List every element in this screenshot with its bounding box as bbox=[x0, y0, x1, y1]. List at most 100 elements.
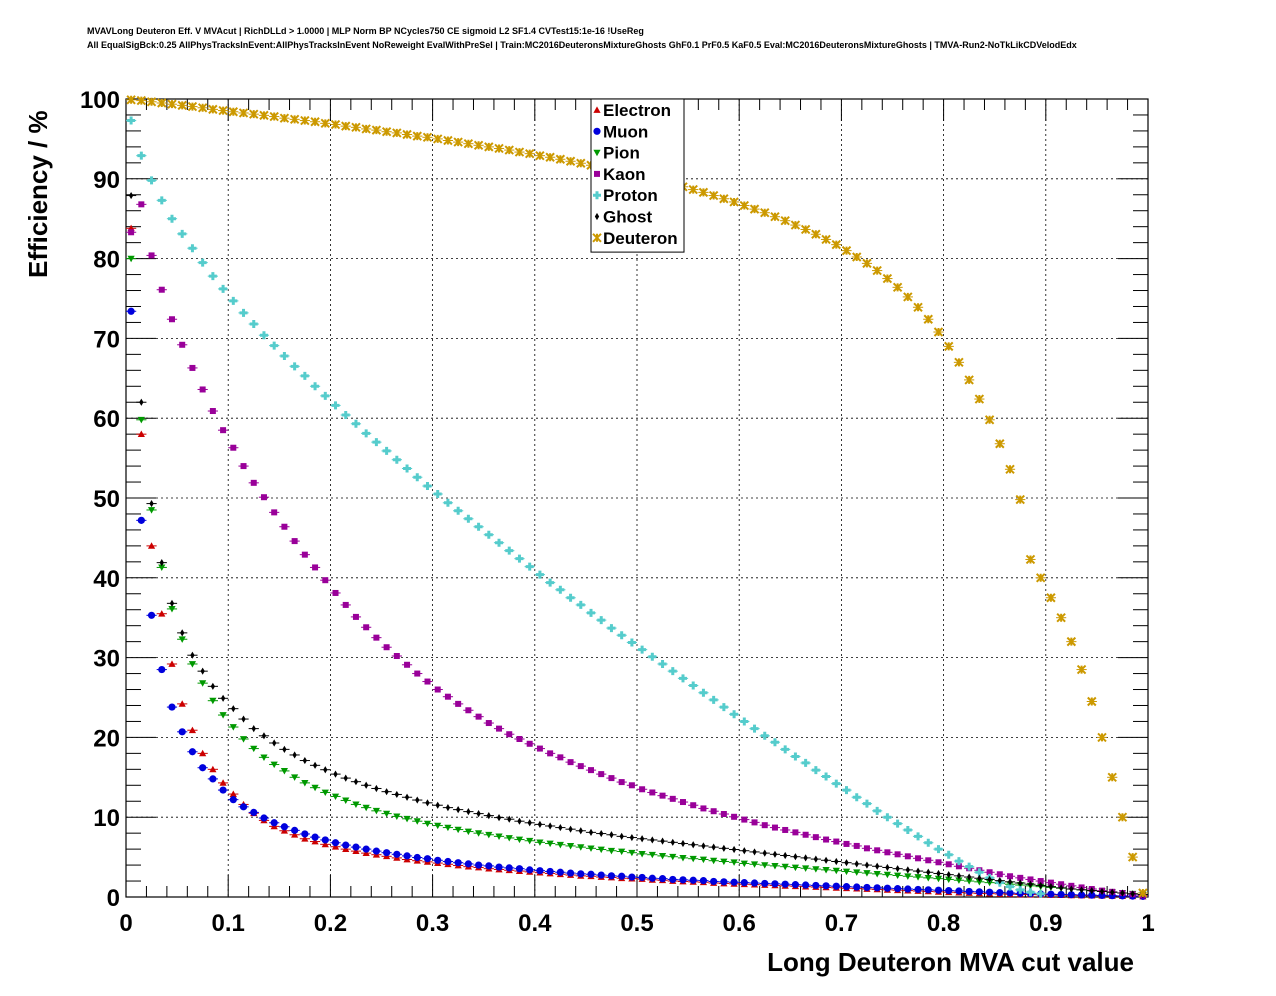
data-point bbox=[291, 831, 299, 838]
data-point bbox=[444, 824, 452, 832]
data-point bbox=[351, 122, 361, 133]
data-point bbox=[260, 754, 268, 761]
data-point bbox=[576, 600, 585, 609]
data-point bbox=[198, 258, 207, 267]
data-point bbox=[873, 870, 881, 878]
data-point bbox=[680, 839, 686, 848]
data-point bbox=[126, 95, 136, 105]
data-point bbox=[220, 694, 226, 702]
data-point bbox=[423, 855, 432, 863]
data-point bbox=[301, 551, 308, 558]
legend-marker bbox=[593, 127, 601, 135]
data-point bbox=[934, 845, 943, 854]
data-point bbox=[730, 878, 738, 886]
data-point bbox=[527, 819, 532, 827]
data-point bbox=[137, 430, 145, 438]
data-point bbox=[1077, 891, 1086, 899]
data-point bbox=[894, 872, 902, 880]
data-point bbox=[403, 815, 411, 823]
data-point bbox=[965, 862, 974, 871]
data-point bbox=[147, 507, 156, 514]
data-point bbox=[628, 849, 636, 857]
data-point bbox=[658, 875, 667, 883]
data-point bbox=[229, 790, 237, 797]
data-point bbox=[975, 868, 984, 877]
data-point bbox=[699, 688, 708, 697]
y-tick-label: 30 bbox=[93, 646, 120, 673]
y-tick-labels: 0 10 20 30 40 50 60 70 80 90 100 bbox=[80, 87, 120, 912]
data-point bbox=[240, 463, 247, 470]
data-point bbox=[793, 853, 798, 861]
data-point bbox=[341, 411, 350, 420]
data-point bbox=[178, 728, 186, 736]
data-point bbox=[975, 888, 983, 896]
data-point bbox=[821, 234, 831, 245]
data-point bbox=[649, 789, 656, 796]
data-point bbox=[689, 876, 697, 884]
data-point bbox=[413, 853, 421, 862]
data-point bbox=[660, 837, 665, 845]
data-point bbox=[985, 888, 994, 896]
legend-item-ghost: Ghost bbox=[594, 208, 652, 227]
data-point bbox=[607, 847, 616, 855]
data-point bbox=[167, 99, 177, 109]
data-point bbox=[168, 606, 176, 613]
legend-marker bbox=[593, 149, 601, 157]
data-point bbox=[750, 724, 759, 733]
data-point bbox=[956, 872, 962, 880]
data-point bbox=[974, 394, 985, 404]
data-point bbox=[333, 770, 338, 778]
data-point bbox=[822, 772, 831, 781]
data-point bbox=[320, 118, 330, 129]
data-point bbox=[1018, 879, 1023, 887]
data-point bbox=[915, 867, 921, 875]
data-point bbox=[933, 327, 944, 337]
data-point bbox=[699, 856, 708, 864]
x-tick-label: 0.7 bbox=[825, 910, 858, 937]
data-point bbox=[127, 255, 135, 263]
data-point bbox=[331, 401, 340, 410]
data-point bbox=[915, 855, 922, 862]
legend-item-pion: Pion bbox=[593, 144, 640, 163]
data-point bbox=[578, 827, 583, 835]
data-point bbox=[414, 670, 421, 677]
data-point bbox=[1067, 891, 1075, 899]
data-point bbox=[208, 104, 218, 115]
data-point bbox=[220, 427, 227, 434]
data-point bbox=[710, 808, 717, 815]
data-point bbox=[781, 880, 789, 888]
data-point bbox=[433, 134, 443, 144]
data-point bbox=[834, 857, 839, 866]
series-ghost bbox=[126, 191, 1148, 899]
data-point bbox=[321, 840, 329, 848]
data-point bbox=[1025, 554, 1036, 565]
data-point bbox=[188, 244, 197, 253]
data-point bbox=[199, 386, 206, 393]
data-point bbox=[545, 152, 555, 162]
data-point bbox=[730, 859, 738, 866]
data-point bbox=[331, 839, 340, 847]
y-tick-label: 60 bbox=[93, 406, 120, 433]
data-point bbox=[250, 808, 258, 817]
data-point bbox=[1007, 873, 1014, 880]
data-point bbox=[813, 855, 819, 863]
data-point bbox=[1027, 876, 1034, 883]
data-point bbox=[464, 828, 472, 836]
data-point bbox=[351, 419, 360, 428]
data-point bbox=[568, 825, 573, 833]
y-tick-label: 80 bbox=[93, 247, 120, 274]
data-point bbox=[790, 220, 801, 230]
data-point bbox=[904, 873, 912, 880]
data-point bbox=[291, 538, 298, 545]
data-point bbox=[936, 869, 941, 878]
data-point bbox=[924, 874, 932, 882]
data-point bbox=[404, 793, 410, 801]
data-point bbox=[524, 148, 535, 159]
data-point bbox=[688, 184, 698, 195]
data-point bbox=[138, 201, 145, 208]
data-point bbox=[444, 857, 452, 866]
data-point bbox=[209, 765, 217, 773]
data-point bbox=[424, 678, 431, 685]
y-tick-label: 20 bbox=[93, 725, 120, 752]
data-point bbox=[926, 868, 931, 876]
